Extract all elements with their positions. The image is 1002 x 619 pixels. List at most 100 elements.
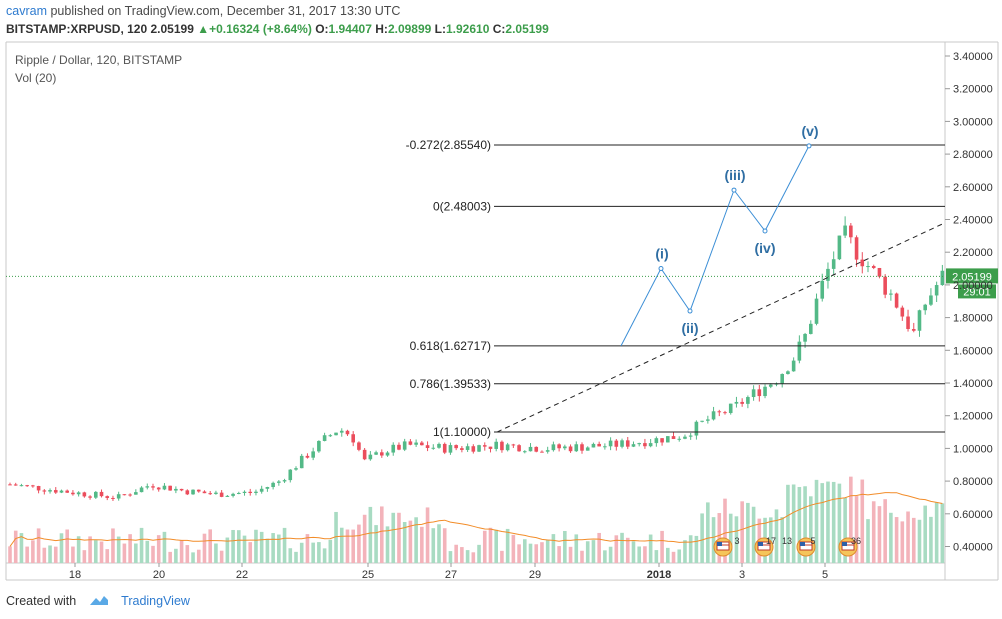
y-tick-label: 0.80000 bbox=[953, 476, 993, 488]
volume-bar bbox=[917, 519, 922, 563]
fib-label: 0.618(1.62717) bbox=[410, 339, 491, 353]
candle bbox=[431, 447, 436, 449]
volume-bar bbox=[688, 535, 693, 563]
candle bbox=[911, 329, 916, 331]
candle bbox=[711, 411, 716, 420]
volume-bar bbox=[826, 481, 830, 563]
y-tick-label: 0.60000 bbox=[953, 509, 993, 521]
volume-bar bbox=[768, 517, 773, 563]
volume-bar bbox=[53, 546, 58, 563]
y-tick-label: 3.20000 bbox=[953, 84, 993, 96]
fib-label: -0.272(2.85540) bbox=[406, 138, 491, 152]
volume-bar bbox=[82, 550, 87, 563]
volume-bar bbox=[820, 483, 825, 563]
volume-bar bbox=[134, 543, 138, 563]
volume-bar bbox=[608, 546, 613, 563]
volume-bar bbox=[597, 532, 601, 563]
volume-bar bbox=[803, 486, 807, 563]
candle bbox=[797, 341, 802, 361]
candle bbox=[420, 442, 424, 446]
candle bbox=[471, 446, 476, 452]
volume-bar bbox=[900, 521, 905, 563]
candle bbox=[883, 276, 887, 295]
candle bbox=[368, 454, 373, 460]
candle bbox=[305, 455, 310, 458]
y-tick-label: 2.60000 bbox=[953, 182, 993, 194]
volume-bar bbox=[65, 529, 69, 563]
volume-bar bbox=[574, 534, 579, 563]
close-label: C: bbox=[492, 22, 506, 36]
candle bbox=[482, 445, 487, 447]
volume-bar bbox=[437, 524, 441, 563]
volume-bar bbox=[408, 520, 413, 563]
candle bbox=[225, 495, 230, 497]
author-link[interactable]: cavram bbox=[6, 4, 47, 18]
candle bbox=[454, 445, 458, 449]
candle bbox=[271, 482, 275, 488]
volume-bar bbox=[866, 519, 870, 563]
volume-bar bbox=[94, 540, 98, 563]
candle bbox=[465, 446, 470, 450]
created-with-label: Created with bbox=[6, 594, 77, 608]
candle bbox=[36, 485, 41, 491]
volume-bar bbox=[877, 506, 882, 563]
open-value: 1.94407 bbox=[328, 22, 372, 36]
candle bbox=[597, 443, 601, 447]
y-tick-label: 1.80000 bbox=[953, 313, 993, 325]
y-tick-label: 2.00000 bbox=[953, 280, 993, 292]
volume-bar bbox=[488, 527, 493, 563]
volume-bar bbox=[591, 540, 596, 563]
volume-bar bbox=[528, 543, 533, 563]
volume-bar bbox=[911, 517, 916, 563]
volume-bar bbox=[563, 530, 567, 563]
volume-bar bbox=[225, 537, 230, 563]
volume-bar bbox=[214, 543, 218, 563]
candle bbox=[528, 446, 533, 452]
volume-bar bbox=[471, 552, 476, 563]
candle bbox=[191, 489, 195, 495]
candle bbox=[448, 445, 453, 453]
candle bbox=[299, 455, 304, 469]
candle bbox=[408, 441, 413, 445]
volume-bar bbox=[208, 529, 212, 563]
volume-bar bbox=[734, 516, 739, 563]
volume-bar bbox=[374, 525, 378, 563]
countdown-tag-text: 29:01 bbox=[963, 286, 991, 298]
wave-point bbox=[687, 308, 693, 314]
x-tick-label: 29 bbox=[529, 569, 541, 581]
candle bbox=[288, 469, 293, 481]
candle bbox=[523, 451, 527, 453]
candle bbox=[402, 441, 407, 450]
volume-bar bbox=[391, 512, 396, 563]
candle bbox=[871, 266, 876, 268]
candle bbox=[322, 435, 327, 441]
wave-label: (ii) bbox=[681, 320, 698, 336]
volume-bar bbox=[265, 538, 270, 563]
candle bbox=[568, 446, 573, 452]
volume-bar bbox=[59, 533, 64, 563]
volume-bar bbox=[849, 476, 853, 563]
tradingview-link[interactable]: TradingView bbox=[121, 594, 190, 608]
legend-vol: Vol (20) bbox=[15, 71, 56, 85]
candle bbox=[277, 481, 281, 483]
volume-bar bbox=[883, 499, 887, 563]
candle bbox=[460, 448, 464, 450]
volume-bar bbox=[282, 527, 287, 563]
candle bbox=[362, 449, 367, 460]
volume-bar bbox=[259, 531, 264, 563]
volume-ma-line bbox=[9, 492, 943, 547]
candle bbox=[831, 259, 836, 269]
tradingview-cloud-icon bbox=[88, 594, 110, 609]
y-tick-label: 1.40000 bbox=[953, 378, 993, 390]
y-tick-label: 2.80000 bbox=[953, 149, 993, 161]
candle bbox=[723, 412, 727, 414]
candle bbox=[728, 403, 733, 414]
volume-bar bbox=[48, 545, 52, 563]
candle bbox=[414, 442, 418, 445]
candle bbox=[900, 307, 905, 317]
event-count: 36 bbox=[851, 536, 861, 546]
candle bbox=[734, 401, 739, 404]
volume-bar bbox=[402, 522, 407, 563]
volume-bar bbox=[277, 534, 281, 563]
